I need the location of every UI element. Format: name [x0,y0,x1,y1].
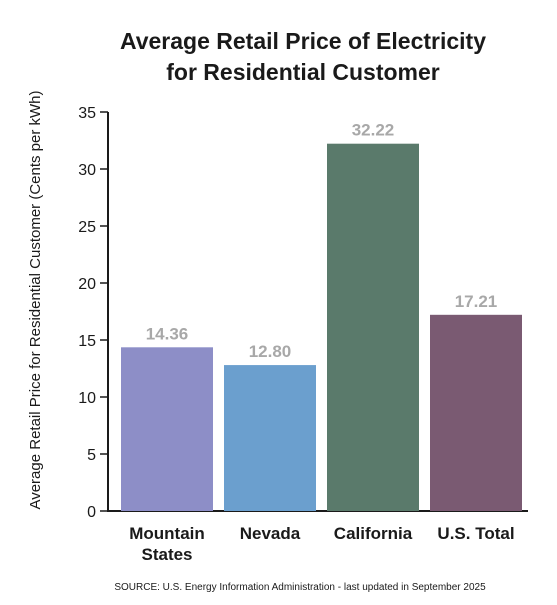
bar [224,365,316,511]
x-tick-label: Nevada [240,524,301,543]
chart-subtitle: for Residential Customer [166,59,440,85]
y-tick-label: 5 [87,447,96,464]
y-tick-label: 35 [78,105,96,122]
y-axis-label: Average Retail Price for Residential Cus… [27,90,44,509]
data-label: 17.21 [455,292,498,311]
bar [121,347,213,511]
x-tick-label: California [334,524,413,543]
y-tick-label: 25 [78,219,96,236]
bar [327,143,419,511]
data-label: 32.22 [352,121,395,140]
x-tick-label: Mountain [129,524,205,543]
data-label: 14.36 [146,324,189,343]
y-tick-label: 15 [78,333,96,350]
chart-title: Average Retail Price of Electricity [120,28,486,54]
bar [430,314,522,511]
y-tick-label: 10 [78,390,96,407]
source-note: SOURCE: U.S. Energy Information Administ… [114,582,486,593]
y-tick-label: 20 [78,276,96,293]
x-tick-label: U.S. Total [437,524,514,543]
x-tick-label: States [141,545,192,564]
y-tick-label: 0 [87,504,96,521]
data-label: 12.80 [249,342,292,361]
y-tick-label: 30 [78,162,96,179]
